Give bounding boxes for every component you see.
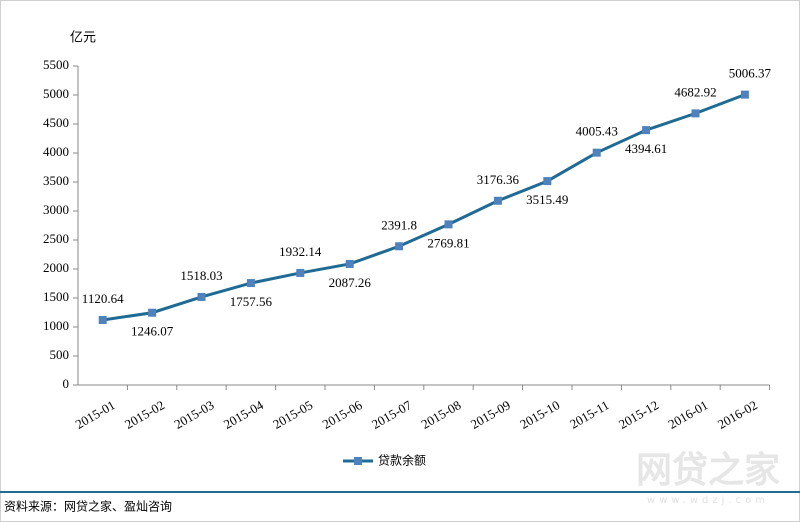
source: 资料来源：网贷之家、盈灿咨询: [4, 499, 172, 514]
data-label: 1120.64: [82, 291, 124, 306]
legend-label: 贷款余额: [378, 453, 426, 468]
data-label: 1757.56: [230, 294, 273, 309]
y-tick-label: 1000: [43, 318, 69, 333]
marker: [197, 292, 206, 301]
y-tick-label: 3500: [43, 173, 69, 188]
data-label: 2769.81: [427, 235, 469, 250]
y-tick-label: 3000: [43, 202, 69, 217]
data-label: 1932.14: [279, 244, 322, 259]
marker: [543, 177, 552, 186]
marker: [246, 279, 255, 288]
y-tick-label: 4000: [43, 144, 69, 159]
data-label: 1246.07: [131, 324, 174, 339]
marker: [345, 259, 354, 268]
watermark-url: www.wdzj.com: [647, 495, 769, 506]
data-label: 2391.8: [381, 217, 417, 232]
y-tick-label: 500: [50, 347, 70, 362]
data-label: 4682.92: [674, 84, 716, 99]
y-tick-label: 5000: [43, 86, 69, 101]
y-tick-label: 2500: [43, 231, 69, 246]
y-tick-label: 1500: [43, 289, 69, 304]
marker: [493, 196, 502, 205]
watermark: 网贷之家: [636, 450, 780, 491]
marker: [444, 220, 453, 229]
line-series: [102, 93, 746, 322]
marker: [642, 126, 651, 135]
data-label: 4394.61: [625, 141, 667, 156]
marker: [691, 109, 700, 118]
marker: [98, 316, 107, 325]
data-label: 1518.03: [180, 268, 222, 283]
y-tick-label: 5500: [43, 57, 69, 72]
marker: [148, 308, 157, 317]
y-axis-label: 亿元: [70, 31, 96, 46]
marker: [395, 242, 404, 251]
data-label: 3176.36: [477, 172, 520, 187]
marker: [740, 90, 749, 99]
y-tick-label: 2000: [43, 260, 69, 275]
marker: [592, 148, 601, 157]
data-label: 3515.49: [526, 192, 568, 207]
data-label: 5006.37: [729, 66, 772, 81]
legend-marker: [354, 457, 362, 465]
y-tick-label: 4500: [43, 115, 69, 130]
marker: [296, 268, 305, 277]
data-label: 2087.26: [329, 275, 372, 290]
y-tick-label: 0: [63, 376, 70, 391]
data-label: 4005.43: [576, 124, 618, 139]
